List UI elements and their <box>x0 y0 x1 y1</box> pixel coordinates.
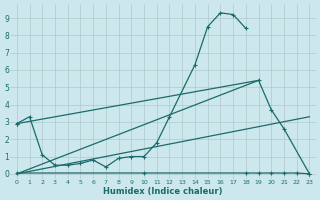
X-axis label: Humidex (Indice chaleur): Humidex (Indice chaleur) <box>103 187 223 196</box>
